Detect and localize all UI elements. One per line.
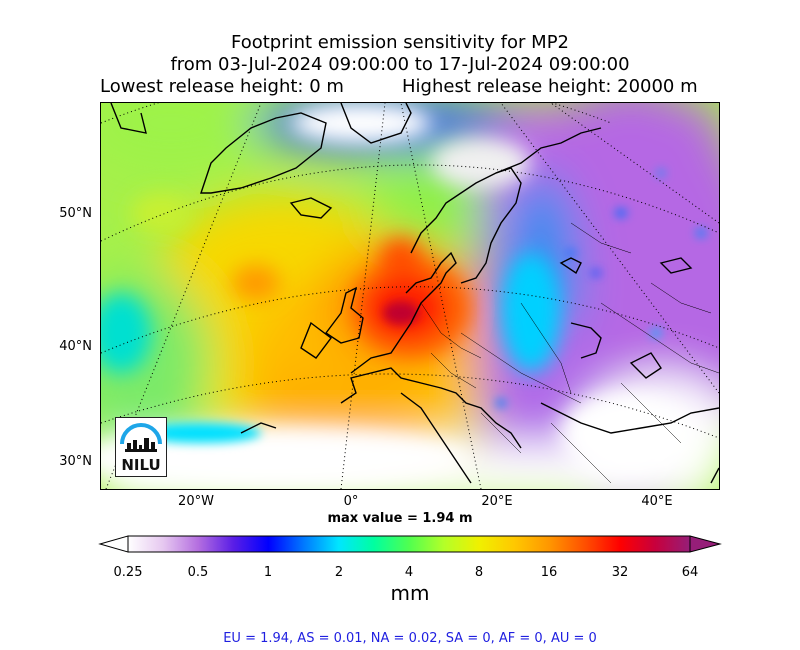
graticule (101, 103, 719, 489)
colorbar-tick-16: 16 (540, 565, 558, 580)
colorbar-tick-2: 2 (334, 565, 344, 580)
lon-label-20e: 20°E (481, 494, 513, 509)
colorbar-min-extension (98, 535, 129, 553)
lat-label-40n: 40°N (59, 339, 92, 354)
nilu-logo: NILU (115, 417, 167, 477)
colorbar-tick-8: 8 (474, 565, 484, 580)
lon-label-40e: 40°E (641, 494, 673, 509)
colorbar-max-extension (689, 535, 722, 553)
nilu-logo-text: NILU (121, 456, 161, 474)
max-value-label: max value = 1.94 m (327, 511, 473, 526)
lon-label-20w: 20°W (178, 494, 214, 509)
colorbar-tick-64: 64 (681, 565, 699, 580)
sensitivity-core (101, 103, 681, 488)
borders (420, 222, 719, 484)
colorbar-tick-32: 32 (611, 565, 629, 580)
coastlines (110, 103, 719, 484)
lat-label-30n: 30°N (59, 454, 92, 469)
colorbar-body (127, 535, 691, 553)
title-line-2: from 03-Jul-2024 09:00:00 to 17-Jul-2024… (170, 54, 630, 75)
nilu-logo-graphic (120, 423, 162, 452)
colorbar-tick-0.5: 0.5 (187, 565, 209, 580)
region-statistics: EU = 1.94, AS = 0.01, NA = 0.02, SA = 0,… (223, 631, 597, 646)
lowest-release-height: Lowest release height: 0 m (100, 76, 344, 97)
sensitivity-spots (141, 170, 706, 443)
colorbar-tick-1: 1 (263, 565, 273, 580)
highest-release-height: Highest release height: 20000 m (402, 76, 698, 97)
title-line-1: Footprint emission sensitivity for MP2 (230, 32, 569, 53)
footprint-map (100, 102, 720, 490)
colorbar-units: mm (390, 581, 430, 605)
colorbar-tick-4: 4 (404, 565, 414, 580)
colorbar (98, 535, 722, 553)
lon-label-0: 0° (343, 494, 359, 509)
map-canvas (101, 103, 719, 489)
colorbar-tick-0.25: 0.25 (113, 565, 143, 580)
lat-label-50n: 50°N (59, 206, 92, 221)
